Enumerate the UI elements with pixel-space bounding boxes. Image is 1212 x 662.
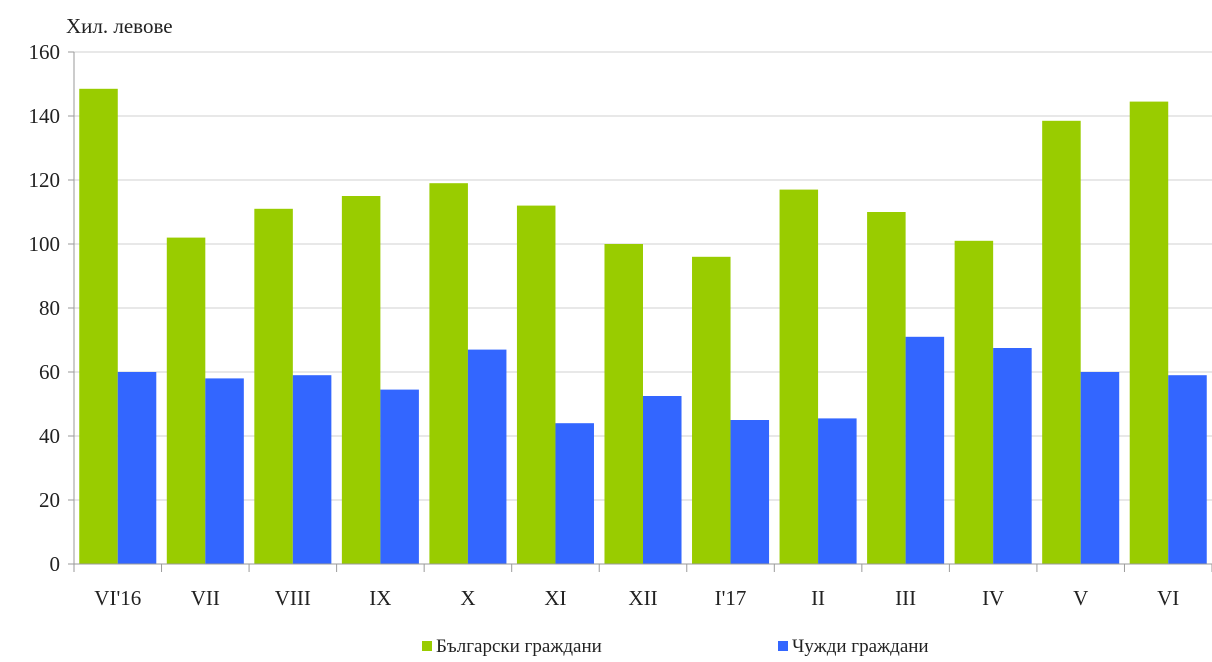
x-tick-label: V — [1073, 586, 1088, 610]
x-tick-label: III — [895, 586, 916, 610]
x-tick-label: VII — [191, 586, 220, 610]
bar-bulgarian-9 — [867, 212, 906, 564]
y-tick-label: 0 — [50, 552, 61, 576]
bar-bulgarian-0 — [79, 88, 118, 565]
x-tick-labels: VI'16 VII VIII IX X XI XII I'17 II III IV V VI — [94, 586, 1179, 610]
y-axis-unit-label: Хил. левове — [66, 14, 173, 38]
y-tick-label: 40 — [39, 424, 60, 448]
bar-foreign-11 — [1080, 372, 1120, 564]
y-tick-labels: 0 20 40 60 80 100 120 140 160 — [29, 40, 61, 576]
bar-bulgarian-10 — [954, 240, 994, 565]
x-tick-label: I'17 — [715, 586, 747, 610]
bar-foreign-7 — [730, 420, 770, 564]
y-tick-label: 160 — [29, 40, 61, 64]
x-tick-label: VIII — [275, 586, 311, 610]
bar-foreign-6 — [643, 396, 682, 564]
x-tick-label: IX — [369, 586, 391, 610]
bar-foreign-5 — [555, 423, 594, 564]
y-tick-label: 100 — [29, 232, 61, 256]
bar-bulgarian-2 — [254, 208, 293, 565]
y-tick-label: 80 — [39, 296, 60, 320]
legend-swatch-bulgarian — [422, 641, 432, 651]
bar-bulgarian-7 — [692, 256, 731, 564]
x-tick-label: II — [811, 586, 825, 610]
x-tick-label: IV — [982, 586, 1004, 610]
bar-bulgarian-5 — [516, 205, 556, 564]
bar-bulgarian-8 — [779, 189, 819, 564]
bar-foreign-4 — [467, 349, 507, 564]
bar-foreign-2 — [292, 375, 332, 564]
y-tick-label: 120 — [29, 168, 61, 192]
bars — [79, 88, 1207, 565]
bar-foreign-12 — [1168, 375, 1207, 564]
legend: Български граждани Чужди граждани — [422, 636, 929, 657]
x-tick-label: VI — [1157, 586, 1179, 610]
x-tick-label: VI'16 — [94, 586, 141, 610]
bar-foreign-1 — [205, 378, 244, 564]
x-tick-label: XI — [544, 586, 566, 610]
bar-bulgarian-4 — [429, 183, 468, 564]
y-tick-label: 20 — [39, 488, 60, 512]
legend-label-bulgarian: Български граждани — [436, 636, 602, 657]
bar-bulgarian-1 — [166, 237, 206, 564]
x-tick-label: XII — [628, 586, 657, 610]
bar-foreign-0 — [117, 372, 157, 564]
bar-bulgarian-6 — [604, 244, 643, 564]
x-tick-label: X — [460, 586, 475, 610]
bar-foreign-8 — [818, 418, 857, 564]
y-tick-label: 140 — [29, 104, 61, 128]
y-tick-label: 60 — [39, 360, 60, 384]
bar-bulgarian-12 — [1129, 101, 1169, 564]
bar-bulgarian-3 — [341, 196, 381, 564]
bar-bulgarian-11 — [1042, 120, 1081, 565]
bar-foreign-3 — [380, 389, 419, 564]
bar-foreign-9 — [905, 336, 945, 564]
bar-foreign-10 — [993, 348, 1032, 564]
legend-swatch-foreign — [778, 641, 788, 651]
legend-label-foreign: Чужди граждани — [792, 636, 929, 657]
axes — [68, 51, 1212, 572]
